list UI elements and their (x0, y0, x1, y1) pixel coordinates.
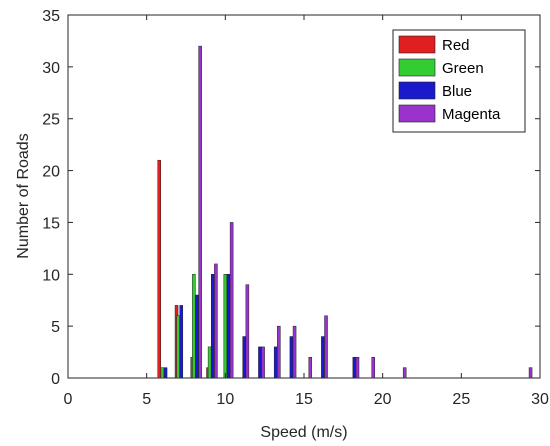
y-tick-label: 20 (42, 164, 60, 181)
bar-magenta-4 (261, 346, 265, 379)
bar-blue-10 (352, 357, 357, 379)
x-tick-label: 15 (295, 391, 313, 408)
y-tick-label: 30 (42, 60, 60, 77)
bar-green-0 (160, 367, 165, 379)
y-tick-label: 35 (42, 8, 60, 25)
bar-magenta-0 (198, 45, 202, 379)
y-tick-label: 10 (42, 267, 60, 284)
y-tick-label: 25 (42, 112, 60, 129)
legend-label-magenta: Magenta (442, 106, 501, 123)
x-axis-label: Speed (m/s) (260, 424, 347, 441)
x-tick-label: 25 (452, 391, 470, 408)
bar-blue-2 (195, 294, 199, 379)
bar-magenta-5 (277, 325, 281, 379)
bar-magenta-2 (229, 222, 234, 379)
bars-group (157, 45, 533, 379)
y-tick-label: 5 (51, 319, 60, 336)
bar-blue-7 (273, 346, 278, 379)
y-tick-label: 15 (42, 215, 60, 232)
legend-swatch-red (398, 35, 436, 54)
bar-magenta-3 (245, 284, 250, 379)
y-axis-ticks: 0 5 10 15 20 25 30 35 (42, 8, 540, 388)
bar-blue-1 (179, 305, 184, 379)
bar-blue-0 (163, 367, 168, 379)
legend-swatch-green (398, 58, 436, 77)
legend-label-blue: Blue (442, 83, 472, 100)
bar-blue-6 (258, 346, 262, 379)
x-tick-label: 5 (142, 391, 151, 408)
x-tick-label: 20 (374, 391, 392, 408)
y-tick-label: 0 (51, 371, 60, 388)
legend-swatch-magenta (398, 104, 436, 123)
bar-blue-8 (289, 336, 294, 379)
bar-magenta-8 (324, 315, 328, 379)
legend-label-red: Red (442, 37, 470, 54)
bar-magenta-6 (292, 325, 297, 379)
bar-magenta-12 (528, 367, 533, 379)
x-axis-ticks: 0 5 10 15 20 25 30 (64, 15, 549, 408)
bar-blue-5 (242, 336, 246, 379)
bar-magenta-9 (355, 357, 360, 379)
bar-green-1 (176, 315, 180, 379)
legend-swatch-blue (398, 81, 436, 100)
bar-magenta-10 (371, 357, 375, 379)
x-tick-label: 0 (64, 391, 73, 408)
x-tick-label: 10 (216, 391, 234, 408)
bar-green-2 (192, 274, 196, 379)
bar-red-0 (157, 159, 162, 379)
y-axis-label: Number of Roads (15, 133, 32, 258)
x-tick-label: 30 (531, 391, 549, 408)
bar-blue-4 (226, 274, 231, 379)
legend: Red Green Blue Magenta (392, 29, 526, 133)
bar-magenta-7 (308, 357, 313, 379)
bar-green-4 (223, 274, 228, 379)
bar-magenta-1 (214, 263, 218, 379)
bar-green-3 (207, 346, 212, 379)
bar-blue-3 (210, 274, 215, 379)
bar-blue-9 (321, 336, 325, 379)
legend-label-green: Green (442, 60, 484, 77)
bar-magenta-11 (402, 367, 407, 379)
